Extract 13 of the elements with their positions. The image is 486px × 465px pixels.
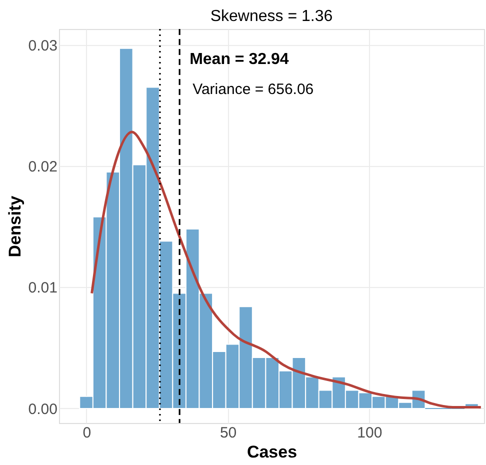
line-series bbox=[90, 130, 482, 408]
x-tick-label: 0 bbox=[82, 424, 92, 442]
y-axis-title: Density bbox=[5, 195, 24, 258]
y-tick-label: 0.03 bbox=[28, 37, 58, 54]
x-tick-label: 100 bbox=[357, 424, 382, 442]
chart-title: Skewness = 1.36 bbox=[210, 8, 333, 26]
y-tick-label: 0.02 bbox=[28, 158, 58, 176]
x-tick-label: 50 bbox=[220, 424, 237, 442]
annotation: Variance = 656.06 bbox=[192, 81, 314, 98]
x-axis-title: Cases bbox=[246, 442, 298, 462]
ref-line-label: Mean = 32.94 bbox=[190, 51, 289, 68]
y-tick-label: 0.01 bbox=[28, 280, 58, 297]
y-tick-label: 0.00 bbox=[28, 400, 58, 418]
